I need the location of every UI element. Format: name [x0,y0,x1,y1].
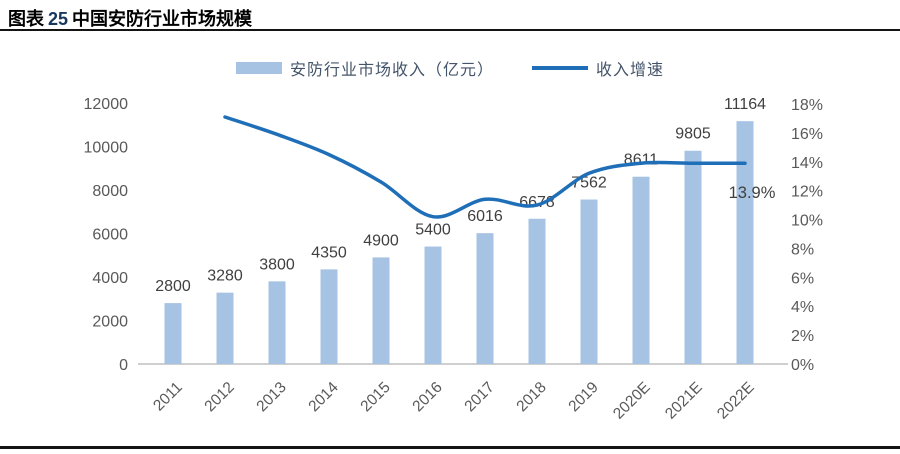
right-axis-tick: 0% [791,357,814,374]
legend-item-line-series: 收入增速 [532,56,664,80]
right-axis-tick: 18% [791,97,823,114]
bar-2012 [216,292,234,364]
x-axis-label-2014: 2014 [305,379,342,416]
right-axis-tick: 2% [791,328,814,345]
bar-value-label-2016: 5400 [415,222,451,239]
bar-value-label-2021E: 9805 [675,126,711,143]
x-axis-label-2012: 2012 [201,379,237,415]
chart-legend: 安防行业市场收入（亿元） 收入增速 [0,56,900,80]
bar-2016 [424,246,442,364]
bar-2018 [528,218,546,364]
x-axis-label-2013: 2013 [253,379,289,415]
bar-2013 [268,281,286,364]
x-axis-label-2020E: 2020E [610,379,654,423]
figure-title-text: 中国安防行业市场规模 [72,9,253,29]
left-axis-tick: 2000 [92,314,128,331]
right-axis-tick: 16% [791,126,823,143]
figure-title: 图表 25 中国安防行业市场规模 [0,0,900,31]
x-axis-label-2017: 2017 [461,379,497,415]
left-axis-tick: 8000 [92,183,128,200]
bar-series-swatch-icon [235,62,282,74]
figure-bottom-rule [0,446,900,449]
bar-value-label-2017: 6016 [467,208,503,225]
left-axis-tick: 0 [119,357,128,374]
bar-2011 [164,303,182,364]
bar-value-label-2011: 2800 [155,278,191,295]
bar-2015 [372,257,390,364]
x-axis-label-2011: 2011 [150,379,186,415]
bar-2021E [684,150,702,364]
growth-rate-annotation: 13.9% [729,184,776,202]
x-axis-label-2015: 2015 [357,379,393,415]
bar-value-label-2012: 3280 [207,268,243,285]
growth-rate-line [223,115,747,219]
right-axis-tick: 4% [791,299,814,316]
bar-2022E [736,121,754,364]
bar-2019 [580,199,598,364]
right-axis-tick: 6% [791,270,814,287]
bar-2014 [320,269,338,364]
right-axis-tick: 8% [791,241,814,258]
left-axis-tick: 4000 [92,270,128,287]
legend-label-bar-series: 安防行业市场收入（亿元） [289,62,494,79]
x-axis-label-2018: 2018 [513,379,549,415]
bar-2017 [476,233,494,364]
figure-title-prefix: 图表 [8,9,44,29]
left-axis-tick: 12000 [84,96,129,113]
bar-value-label-2015: 4900 [363,232,399,249]
bar-value-label-2019: 7562 [571,175,607,192]
x-axis-label-2016: 2016 [409,379,445,415]
legend-label-line-series: 收入增速 [596,62,665,79]
legend-item-bar-series: 安防行业市场收入（亿元） [235,56,494,80]
x-axis-label-2019: 2019 [565,379,601,415]
bar-value-label-2013: 3800 [259,256,295,273]
right-axis-tick: 12% [791,184,823,201]
bar-value-label-2022E: 11164 [724,96,766,113]
right-axis-tick: 14% [791,155,823,172]
bar-2020E [632,176,650,364]
right-axis-tick: 10% [791,213,823,230]
left-axis-tick: 6000 [92,227,128,244]
left-axis-tick: 10000 [84,140,129,157]
x-axis-label-2021E: 2021E [662,379,706,423]
line-series-swatch-icon [532,66,588,70]
x-axis-label-2022E: 2022E [714,379,758,423]
chart-plot-area: 0 2000 4000 6000 8000 10000 12000 0% 2% 4% 6% 8% 10%… [84,96,824,423]
bar-value-label-2018: 6678 [519,194,555,211]
figure-title-number: 25 [48,9,69,29]
bar-value-label-2014: 4350 [311,244,347,261]
